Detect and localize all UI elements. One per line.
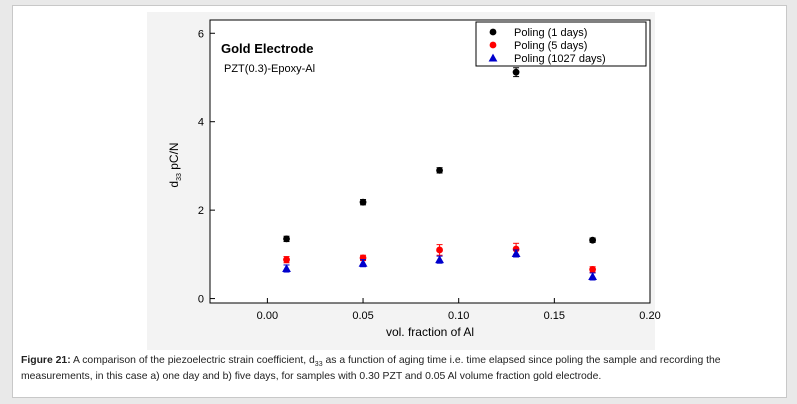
caption-text-start: A comparison of the piezoelectric strain…	[72, 355, 315, 366]
data-point-series-2	[283, 256, 290, 264]
legend: Poling (1 days)Poling (5 days)Poling (10…	[475, 21, 647, 67]
legend-box	[475, 21, 647, 67]
data-point-series-3	[435, 255, 444, 264]
x-tick-label: 0.00	[257, 310, 278, 322]
y-tick-label: 6	[198, 28, 204, 40]
y-axis-label-unit: pC/N	[167, 142, 181, 173]
caption-label: Figure 21:	[21, 355, 71, 366]
data-point-series-1	[436, 166, 443, 174]
data-point-series-3	[282, 264, 291, 273]
caption-text-end: as a function of aging time i.e. time el…	[21, 355, 721, 382]
y-axis-label-main: d	[167, 181, 181, 188]
legend-marker-2	[489, 41, 497, 49]
plot-area	[209, 19, 651, 304]
chart-title: Gold Electrode	[221, 41, 313, 56]
data-point-series-1	[283, 235, 290, 243]
data-point-series-3	[511, 249, 521, 257]
legend-label-1: Poling (1 days)	[514, 27, 587, 39]
y-axis-label: d33 pC/N	[167, 142, 183, 187]
y-tick-label: 0	[198, 294, 204, 306]
legend-label-3: Poling (1027 days)	[514, 53, 606, 65]
data-point-series-1	[359, 198, 367, 206]
x-axis-label: vol. fraction of Al	[386, 325, 474, 339]
chart-subtitle: PZT(0.3)-Epoxy-Al	[224, 63, 315, 75]
data-point-series-2	[589, 265, 597, 273]
data-point-series-1	[589, 236, 597, 244]
data-point-series-3	[588, 272, 598, 280]
x-tick-label: 0.15	[544, 310, 565, 322]
legend-label-2: Poling (5 days)	[514, 40, 587, 52]
data-point-series-3	[358, 258, 368, 267]
x-tick-label: 0.05	[352, 310, 373, 322]
data-point-series-2	[512, 245, 520, 253]
legend-marker-1	[489, 28, 497, 36]
y-tick-label: 2	[198, 205, 204, 217]
y-tick-label: 4	[198, 117, 204, 129]
figure-caption: Figure 21: A comparison of the piezoelec…	[21, 353, 779, 385]
legend-marker-3	[488, 53, 498, 62]
caption-subscript: 33	[314, 361, 323, 369]
x-tick-label: 0.10	[448, 310, 469, 322]
data-point-series-1	[512, 68, 520, 76]
y-axis-label-subscript: 33	[176, 173, 183, 181]
x-tick-label: 0.20	[639, 310, 660, 322]
data-point-series-2	[436, 246, 443, 254]
